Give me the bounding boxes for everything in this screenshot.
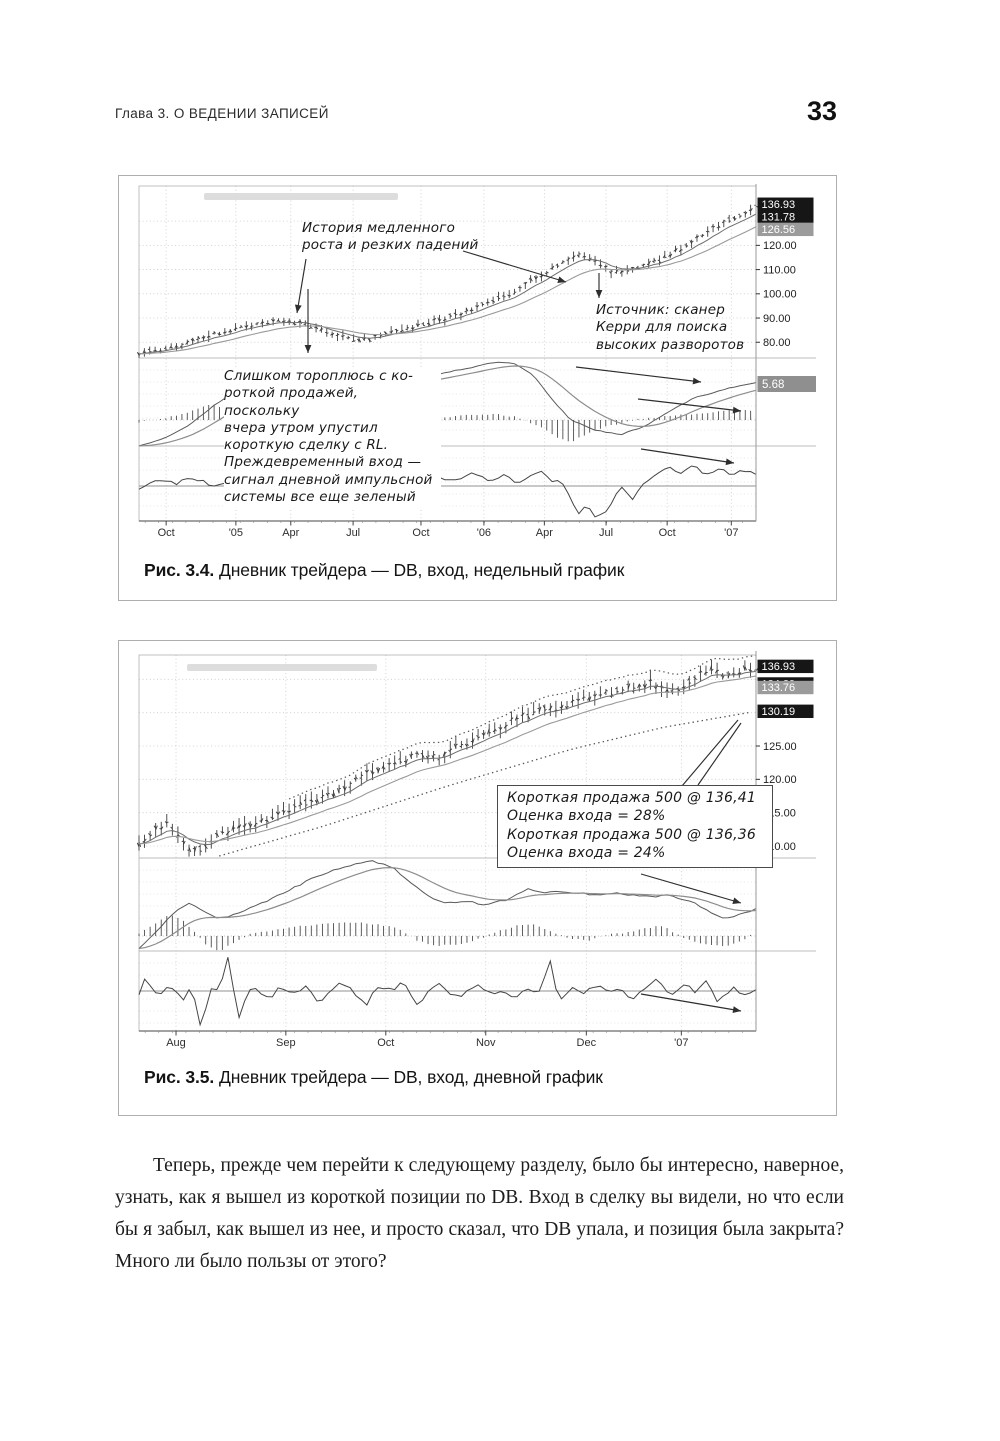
price-scale: 136.93134.29133.76130.19125.00120.00115.…	[755, 651, 814, 1031]
scale-label: 120.00	[763, 774, 797, 786]
figure-3-4-caption: Рис. 3.4. Дневник трейдера — DB, вход, н…	[144, 560, 624, 581]
ma-fast	[138, 670, 757, 846]
x-axis-label: '07	[674, 1037, 688, 1049]
x-axis: Oct '05 Apr Jul Oct '06 Apr Jul Oct '07	[139, 520, 756, 539]
x-axis-label: Oct	[158, 527, 175, 539]
x-axis-label: Apr	[282, 527, 299, 539]
annotation-trade-note: Короткая продажа 500 @ 136,41 Оценка вхо…	[497, 785, 773, 868]
annotation-history: История медленного роста и резких падени…	[302, 220, 479, 254]
macd-slow-line	[138, 866, 757, 950]
chart-watermark	[187, 664, 377, 671]
scale-label-flag: 133.76	[762, 682, 796, 694]
scale-label: 120.00	[763, 240, 797, 252]
figure-3-5-caption: Рис. 3.5. Дневник трейдера — DB, вход, д…	[144, 1067, 603, 1088]
caption-label: Рис. 3.4.	[144, 560, 215, 580]
annotation-source: Источник: сканер Керри для поиска высоки…	[596, 302, 745, 353]
running-header: Глава 3. О ВЕДЕНИИ ЗАПИСЕЙ	[115, 106, 329, 121]
dotted-upper-channel	[288, 655, 757, 800]
scale-label-flag: 130.19	[762, 706, 796, 718]
macd-fast-line	[138, 860, 757, 949]
price-bars	[136, 659, 759, 857]
x-axis-label: '07	[724, 527, 738, 539]
scale-label-flag: 131.78	[762, 211, 796, 223]
figure-3-5: AugSepOctNovDec'07136.93134.29133.76130.…	[118, 640, 837, 1116]
annotation-arrows	[294, 250, 742, 466]
x-axis-label: Oct	[412, 527, 429, 539]
x-axis-label: '06	[477, 527, 491, 539]
x-axis-label: Aug	[166, 1037, 186, 1049]
body-paragraph: Теперь, прежде чем перейти к следующему …	[115, 1155, 844, 1272]
force-index-line	[138, 957, 757, 1027]
caption-text: Дневник трейдера — DB, вход, недельный г…	[214, 560, 625, 580]
scale-label-flag: 136.93	[762, 661, 796, 673]
page-number: 33	[806, 96, 837, 126]
indicator-value-flag: 5.68	[762, 379, 784, 391]
x-axis-label: '05	[229, 527, 243, 539]
scale-label-flag: 136.93	[762, 199, 796, 211]
scale-label: 110.00	[763, 264, 796, 276]
x-axis-label: Oct	[659, 527, 676, 539]
x-axis-label: Oct	[377, 1037, 394, 1049]
x-axis-label: Sep	[276, 1037, 296, 1049]
dotted-lower-ma	[219, 711, 750, 857]
scale-label: 125.00	[763, 741, 797, 753]
annotation-arrows	[640, 719, 742, 1014]
x-axis-label: Apr	[536, 527, 553, 539]
scale-label: 80.00	[763, 337, 791, 349]
x-axis: Aug Sep Oct Nov Dec '07	[139, 1030, 756, 1049]
x-axis-label: Jul	[599, 527, 613, 539]
annotation-too-hasty: Слишком тороплюсь с ко- роткой продажей,…	[224, 368, 441, 509]
scale-label: 90.00	[763, 313, 791, 325]
ma-slow	[138, 226, 757, 355]
figure-3-4: Oct '05 Apr Jul Oct '06 Apr Jul Oct '07 136.93 131.…	[118, 175, 837, 601]
chart-watermark	[204, 193, 398, 200]
scale-label-flag: 126.56	[762, 224, 796, 236]
ma-fast	[138, 213, 757, 355]
caption-text: Дневник трейдера — DB, вход, дневной гра…	[214, 1067, 603, 1087]
ma-slow	[138, 675, 757, 845]
scale-label: 100.00	[763, 289, 797, 301]
caption-label: Рис. 3.5.	[144, 1067, 215, 1087]
x-axis-label: Dec	[577, 1037, 597, 1049]
x-axis-label: Jul	[346, 527, 360, 539]
macd-histogram	[138, 915, 757, 951]
x-axis-label: Nov	[476, 1037, 496, 1049]
